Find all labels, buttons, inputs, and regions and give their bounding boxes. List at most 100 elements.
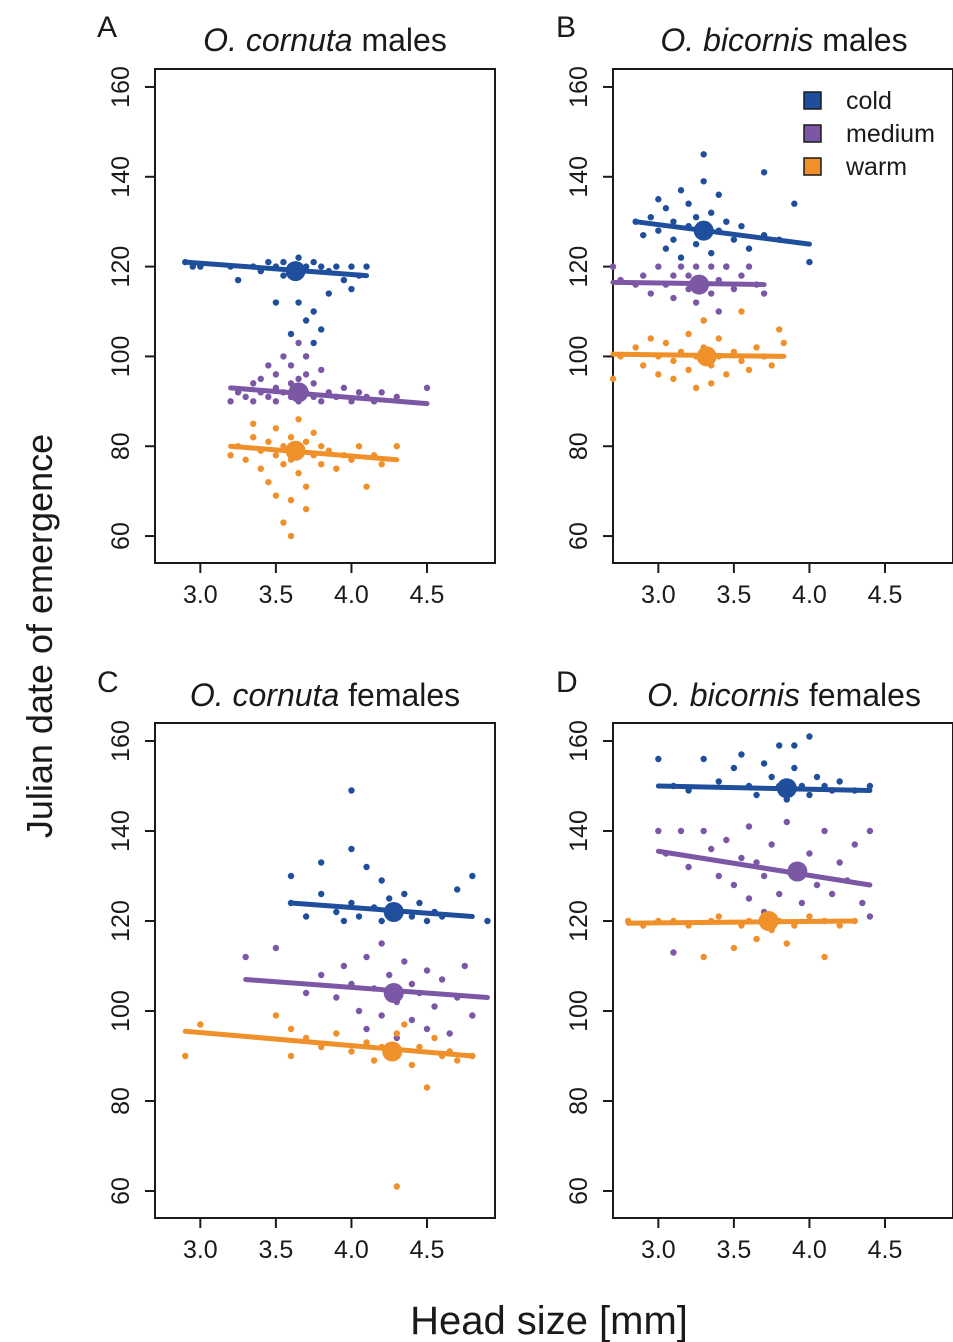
- data-point-cold: [325, 290, 332, 297]
- data-point-cold: [363, 263, 370, 270]
- x-tick-label: 4.5: [868, 1236, 903, 1264]
- fit-line-medium: [655, 848, 873, 888]
- data-point-cold: [692, 214, 700, 221]
- fit-line-medium: [228, 385, 430, 407]
- data-point-cold: [348, 787, 355, 794]
- data-point-cold: [647, 214, 654, 221]
- y-tick-label: 60: [565, 1177, 593, 1205]
- data-point-cold: [469, 872, 476, 880]
- data-point-warm: [836, 922, 843, 929]
- y-tick-label: 100: [565, 990, 593, 1032]
- mean-marker-warm: [382, 1041, 403, 1062]
- mean-marker-cold: [383, 902, 404, 922]
- x-tick-label: 4.0: [334, 1236, 369, 1264]
- panel-letter: A: [97, 11, 117, 44]
- data-point-medium: [760, 872, 768, 880]
- mean-marker-warm: [696, 346, 717, 367]
- data-point-medium: [677, 263, 685, 270]
- data-point-medium: [310, 380, 317, 387]
- data-point-warm: [662, 339, 670, 347]
- data-point-warm: [431, 1034, 438, 1042]
- series-medium: [609, 263, 768, 324]
- data-point-medium: [828, 890, 836, 898]
- data-point-warm: [745, 366, 753, 374]
- data-point-warm: [423, 1084, 431, 1091]
- data-point-cold: [640, 231, 647, 239]
- y-tick-label: 60: [107, 522, 135, 550]
- fit-line-warm: [182, 1028, 475, 1059]
- panel-letter: B: [556, 11, 576, 44]
- data-point-medium: [393, 393, 400, 401]
- data-point-medium: [813, 881, 821, 889]
- x-tick-label: 4.0: [792, 581, 827, 609]
- data-point-medium: [423, 384, 431, 392]
- data-point-medium: [340, 962, 348, 970]
- data-point-cold: [355, 913, 363, 920]
- data-point-cold: [234, 276, 242, 284]
- data-point-cold: [340, 276, 348, 284]
- data-point-warm: [287, 532, 295, 540]
- data-point-medium: [423, 967, 431, 974]
- data-point-medium: [700, 827, 707, 835]
- x-tick-label: 4.5: [868, 581, 903, 609]
- data-point-cold: [715, 191, 722, 198]
- series-cold: [655, 733, 874, 803]
- data-point-warm: [715, 913, 722, 920]
- data-point-medium: [363, 1025, 370, 1033]
- data-point-warm: [806, 913, 813, 920]
- y-tick-label: 80: [107, 1087, 135, 1115]
- y-tick-label: 100: [107, 336, 135, 378]
- data-point-warm: [272, 425, 280, 432]
- data-point-warm: [783, 940, 790, 947]
- y-tick-label: 100: [565, 336, 593, 378]
- title-sex: females: [800, 677, 921, 713]
- mean-marker-cold: [776, 778, 797, 799]
- data-point-cold: [730, 764, 738, 772]
- data-point-cold: [295, 254, 302, 261]
- data-point-medium: [730, 881, 738, 889]
- data-point-warm: [257, 465, 264, 472]
- panel-title: O. bicornis females: [647, 677, 921, 713]
- data-point-warm: [363, 483, 370, 490]
- y-tick-label: 100: [107, 990, 135, 1032]
- panels-group: A O. cornuta males 3.0 3.5 4.0 4.5 60 80 100 120 1…: [97, 11, 953, 1264]
- data-point-warm: [227, 452, 234, 459]
- plot-frame: [154, 722, 496, 1219]
- mean-marker-cold: [693, 220, 714, 241]
- data-point-medium: [670, 949, 677, 956]
- series-warm: [227, 416, 400, 540]
- panel-letter: C: [97, 666, 119, 699]
- x-tick-label: 4.0: [334, 581, 369, 609]
- y-tick-label: 60: [107, 1177, 135, 1205]
- data-point-cold: [302, 317, 310, 324]
- data-point-cold: [348, 899, 355, 907]
- data-point-warm: [393, 1183, 400, 1190]
- fit-line-warm: [228, 443, 400, 463]
- data-point-cold: [670, 236, 677, 243]
- panel-letter: D: [556, 666, 578, 699]
- data-point-warm: [738, 357, 745, 365]
- data-point-warm: [302, 438, 310, 445]
- y-tick-label: 80: [565, 432, 593, 460]
- data-point-warm: [280, 461, 287, 468]
- data-point-cold: [760, 760, 768, 767]
- data-point-medium: [378, 389, 385, 396]
- mean-marker-medium: [288, 382, 309, 403]
- data-point-medium: [469, 1012, 476, 1019]
- data-point-warm: [272, 492, 280, 499]
- data-point-cold: [318, 263, 325, 270]
- series-cold: [182, 254, 370, 360]
- data-point-medium: [242, 393, 249, 401]
- data-point-medium: [715, 308, 722, 315]
- data-point-medium: [318, 398, 325, 405]
- data-point-warm: [378, 461, 385, 468]
- data-point-cold: [318, 859, 325, 866]
- panel-a: A O. cornuta males 3.0 3.5 4.0 4.5 60 80 100 120 1…: [97, 11, 496, 609]
- data-point-medium: [708, 845, 715, 853]
- mean-marker-medium: [689, 274, 710, 295]
- data-point-cold: [302, 913, 310, 920]
- data-point-warm: [363, 1039, 370, 1046]
- data-point-warm: [768, 362, 775, 369]
- data-point-medium: [866, 827, 874, 835]
- data-point-cold: [806, 733, 813, 740]
